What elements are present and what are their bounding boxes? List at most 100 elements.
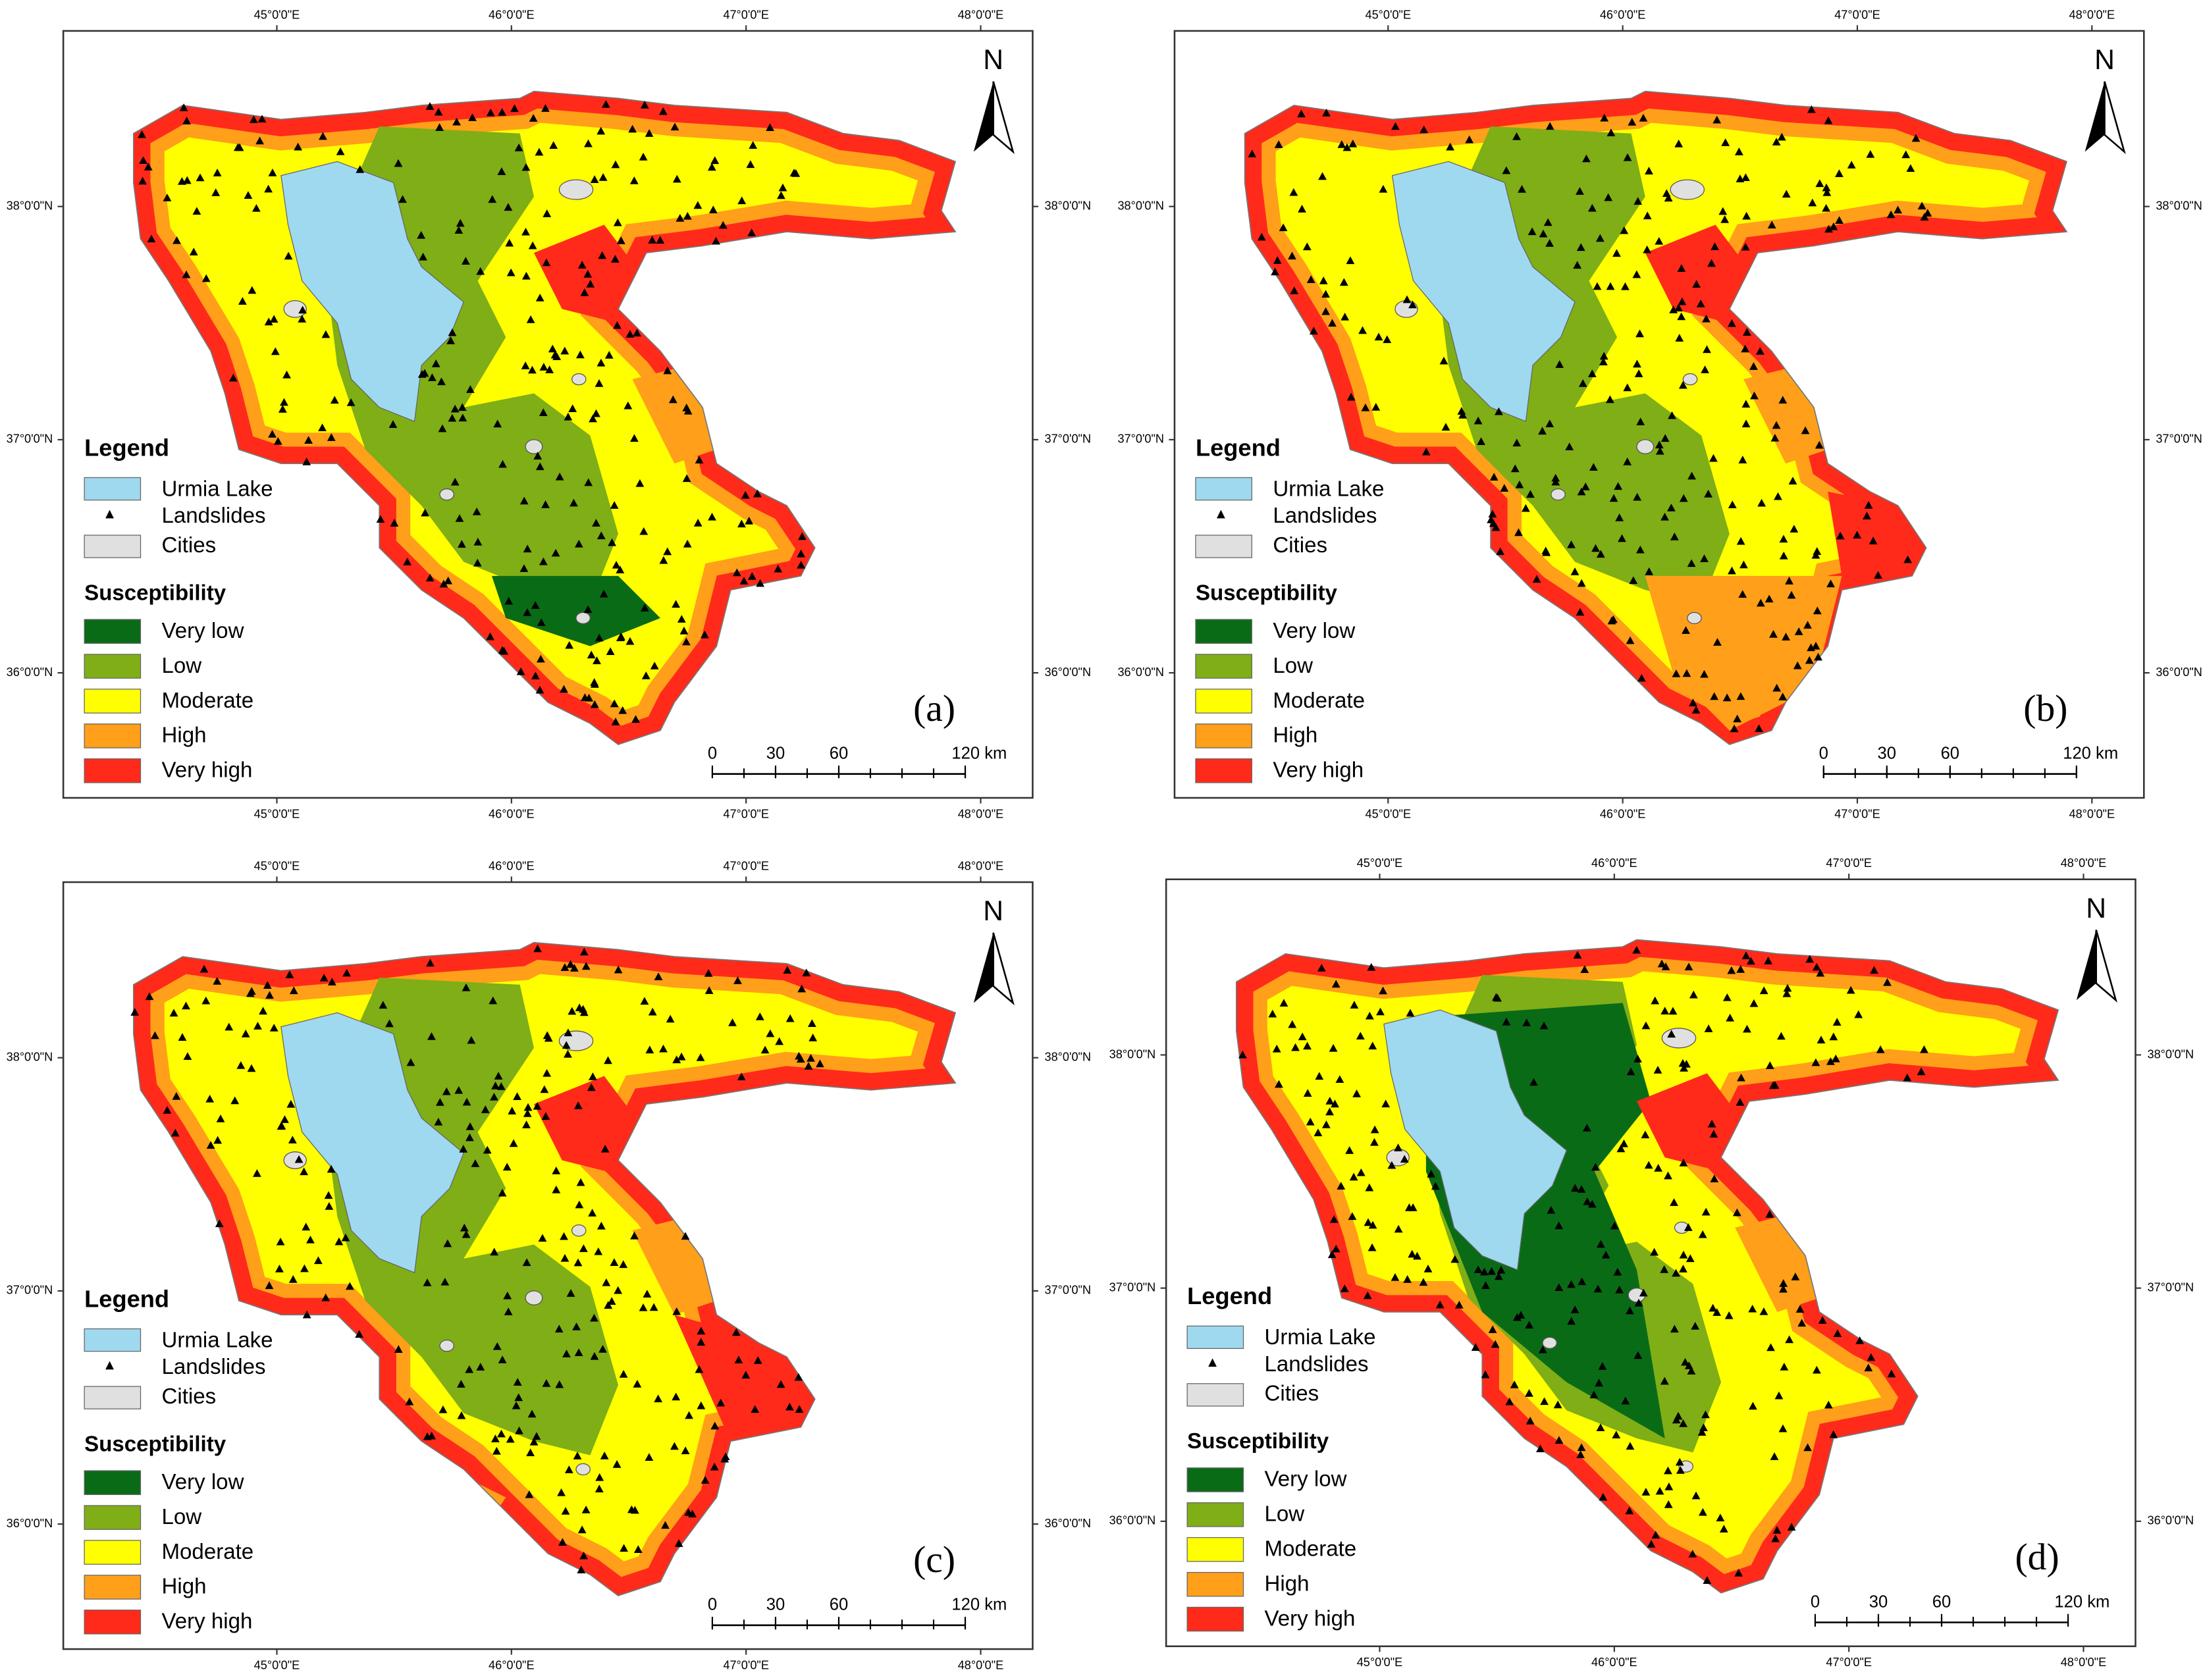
- landslide: [486, 632, 494, 641]
- landslide: [1664, 1482, 1674, 1490]
- landslide: [434, 107, 443, 116]
- landslide: [1917, 1067, 1926, 1076]
- landslide: [756, 579, 765, 587]
- landslide: [1863, 512, 1871, 519]
- legend-landslide: [1216, 510, 1225, 519]
- landslide: [521, 163, 531, 171]
- landslide: [1742, 211, 1751, 220]
- landslide: [668, 395, 677, 404]
- landslide: [1450, 1255, 1460, 1263]
- landslide: [590, 680, 599, 688]
- landslide: [178, 1033, 187, 1041]
- landslide: [1371, 403, 1381, 411]
- landslide: [205, 1094, 215, 1103]
- landslide: [1567, 540, 1576, 548]
- landslide: [611, 160, 620, 169]
- landslide: [473, 537, 483, 546]
- landslide: [1441, 423, 1450, 431]
- landslide: [640, 100, 649, 109]
- landslide: [319, 132, 327, 140]
- landslide: [645, 129, 654, 137]
- landslide: [1768, 1081, 1778, 1089]
- landslide: [390, 519, 399, 527]
- landslide: [423, 1432, 432, 1440]
- landslide: [492, 1446, 501, 1455]
- legend-swatch: [84, 1610, 142, 1635]
- legend-swatch: [1186, 1606, 1244, 1632]
- landslide: [248, 286, 257, 294]
- landslide: [583, 269, 593, 278]
- landslide: [252, 1169, 261, 1177]
- landslide: [458, 403, 467, 411]
- landslide: [584, 139, 593, 147]
- landslide: [1727, 319, 1736, 327]
- landslide: [533, 452, 543, 459]
- landslide: [1554, 1283, 1564, 1292]
- landslide: [1599, 352, 1608, 360]
- landslide: [406, 1058, 415, 1066]
- landslide: [1403, 1275, 1412, 1283]
- longitude-label: 47°0'0"E: [723, 807, 769, 820]
- landslide: [163, 194, 172, 201]
- landslide: [498, 1355, 507, 1363]
- landslide: [442, 1087, 451, 1095]
- landslide: [1797, 1319, 1807, 1327]
- landslide: [1824, 1400, 1833, 1409]
- landslide: [639, 152, 648, 161]
- landslide: [244, 191, 253, 199]
- landslide: [581, 1506, 591, 1513]
- landslide: [1477, 437, 1485, 445]
- landslide: [1626, 1306, 1634, 1315]
- landslide: [493, 419, 502, 428]
- landslide: [1420, 125, 1429, 134]
- landslide: [1643, 245, 1652, 253]
- landslide: [1733, 714, 1742, 723]
- landslide: [807, 1053, 815, 1062]
- legend-label: Low: [1265, 1502, 1305, 1527]
- city: [1542, 1336, 1557, 1350]
- landslide: [598, 173, 608, 181]
- landslide: [1374, 332, 1383, 341]
- landslide: [1765, 1061, 1774, 1069]
- landslide: [1818, 1316, 1827, 1324]
- landslide: [1728, 566, 1736, 575]
- panel-label: (b): [2023, 688, 2067, 729]
- landslide: [1626, 1067, 1635, 1076]
- landslide: [509, 1139, 518, 1147]
- landslide: [1682, 669, 1691, 677]
- landslide: [1833, 1329, 1842, 1337]
- landslide: [604, 1301, 613, 1309]
- landslide: [1268, 1009, 1277, 1018]
- landslide: [776, 1380, 785, 1388]
- landslide: [555, 1380, 564, 1388]
- latitude-label: 37°0'0"N: [1045, 1284, 1092, 1297]
- landslide: [562, 1350, 571, 1357]
- landslide: [1664, 1171, 1672, 1180]
- city: [439, 488, 454, 501]
- landslide: [515, 1426, 523, 1434]
- legend-label: Moderate: [162, 689, 254, 713]
- landslide: [498, 1188, 507, 1197]
- landslide: [1491, 1340, 1500, 1348]
- landslide: [173, 236, 181, 244]
- landslide: [1349, 1172, 1358, 1181]
- landslide: [550, 350, 560, 359]
- landslide: [1737, 1073, 1745, 1082]
- landslide: [1358, 326, 1367, 334]
- landslide: [465, 1133, 474, 1142]
- landslide: [704, 986, 714, 994]
- landslide: [718, 221, 728, 229]
- landslide: [573, 1101, 583, 1109]
- landslide: [760, 1045, 770, 1054]
- landslide: [606, 647, 615, 655]
- landslide: [1387, 1161, 1396, 1169]
- landslide: [355, 1330, 363, 1338]
- legend-title: Legend: [1187, 1282, 1272, 1309]
- landslide: [1612, 1431, 1621, 1438]
- longitude-label: 48°0'0"E: [958, 859, 1004, 872]
- landslide: [616, 565, 625, 573]
- landslide: [633, 328, 641, 337]
- landslide: [1677, 264, 1686, 273]
- landslide: [1867, 1353, 1876, 1361]
- landslide: [526, 1448, 535, 1457]
